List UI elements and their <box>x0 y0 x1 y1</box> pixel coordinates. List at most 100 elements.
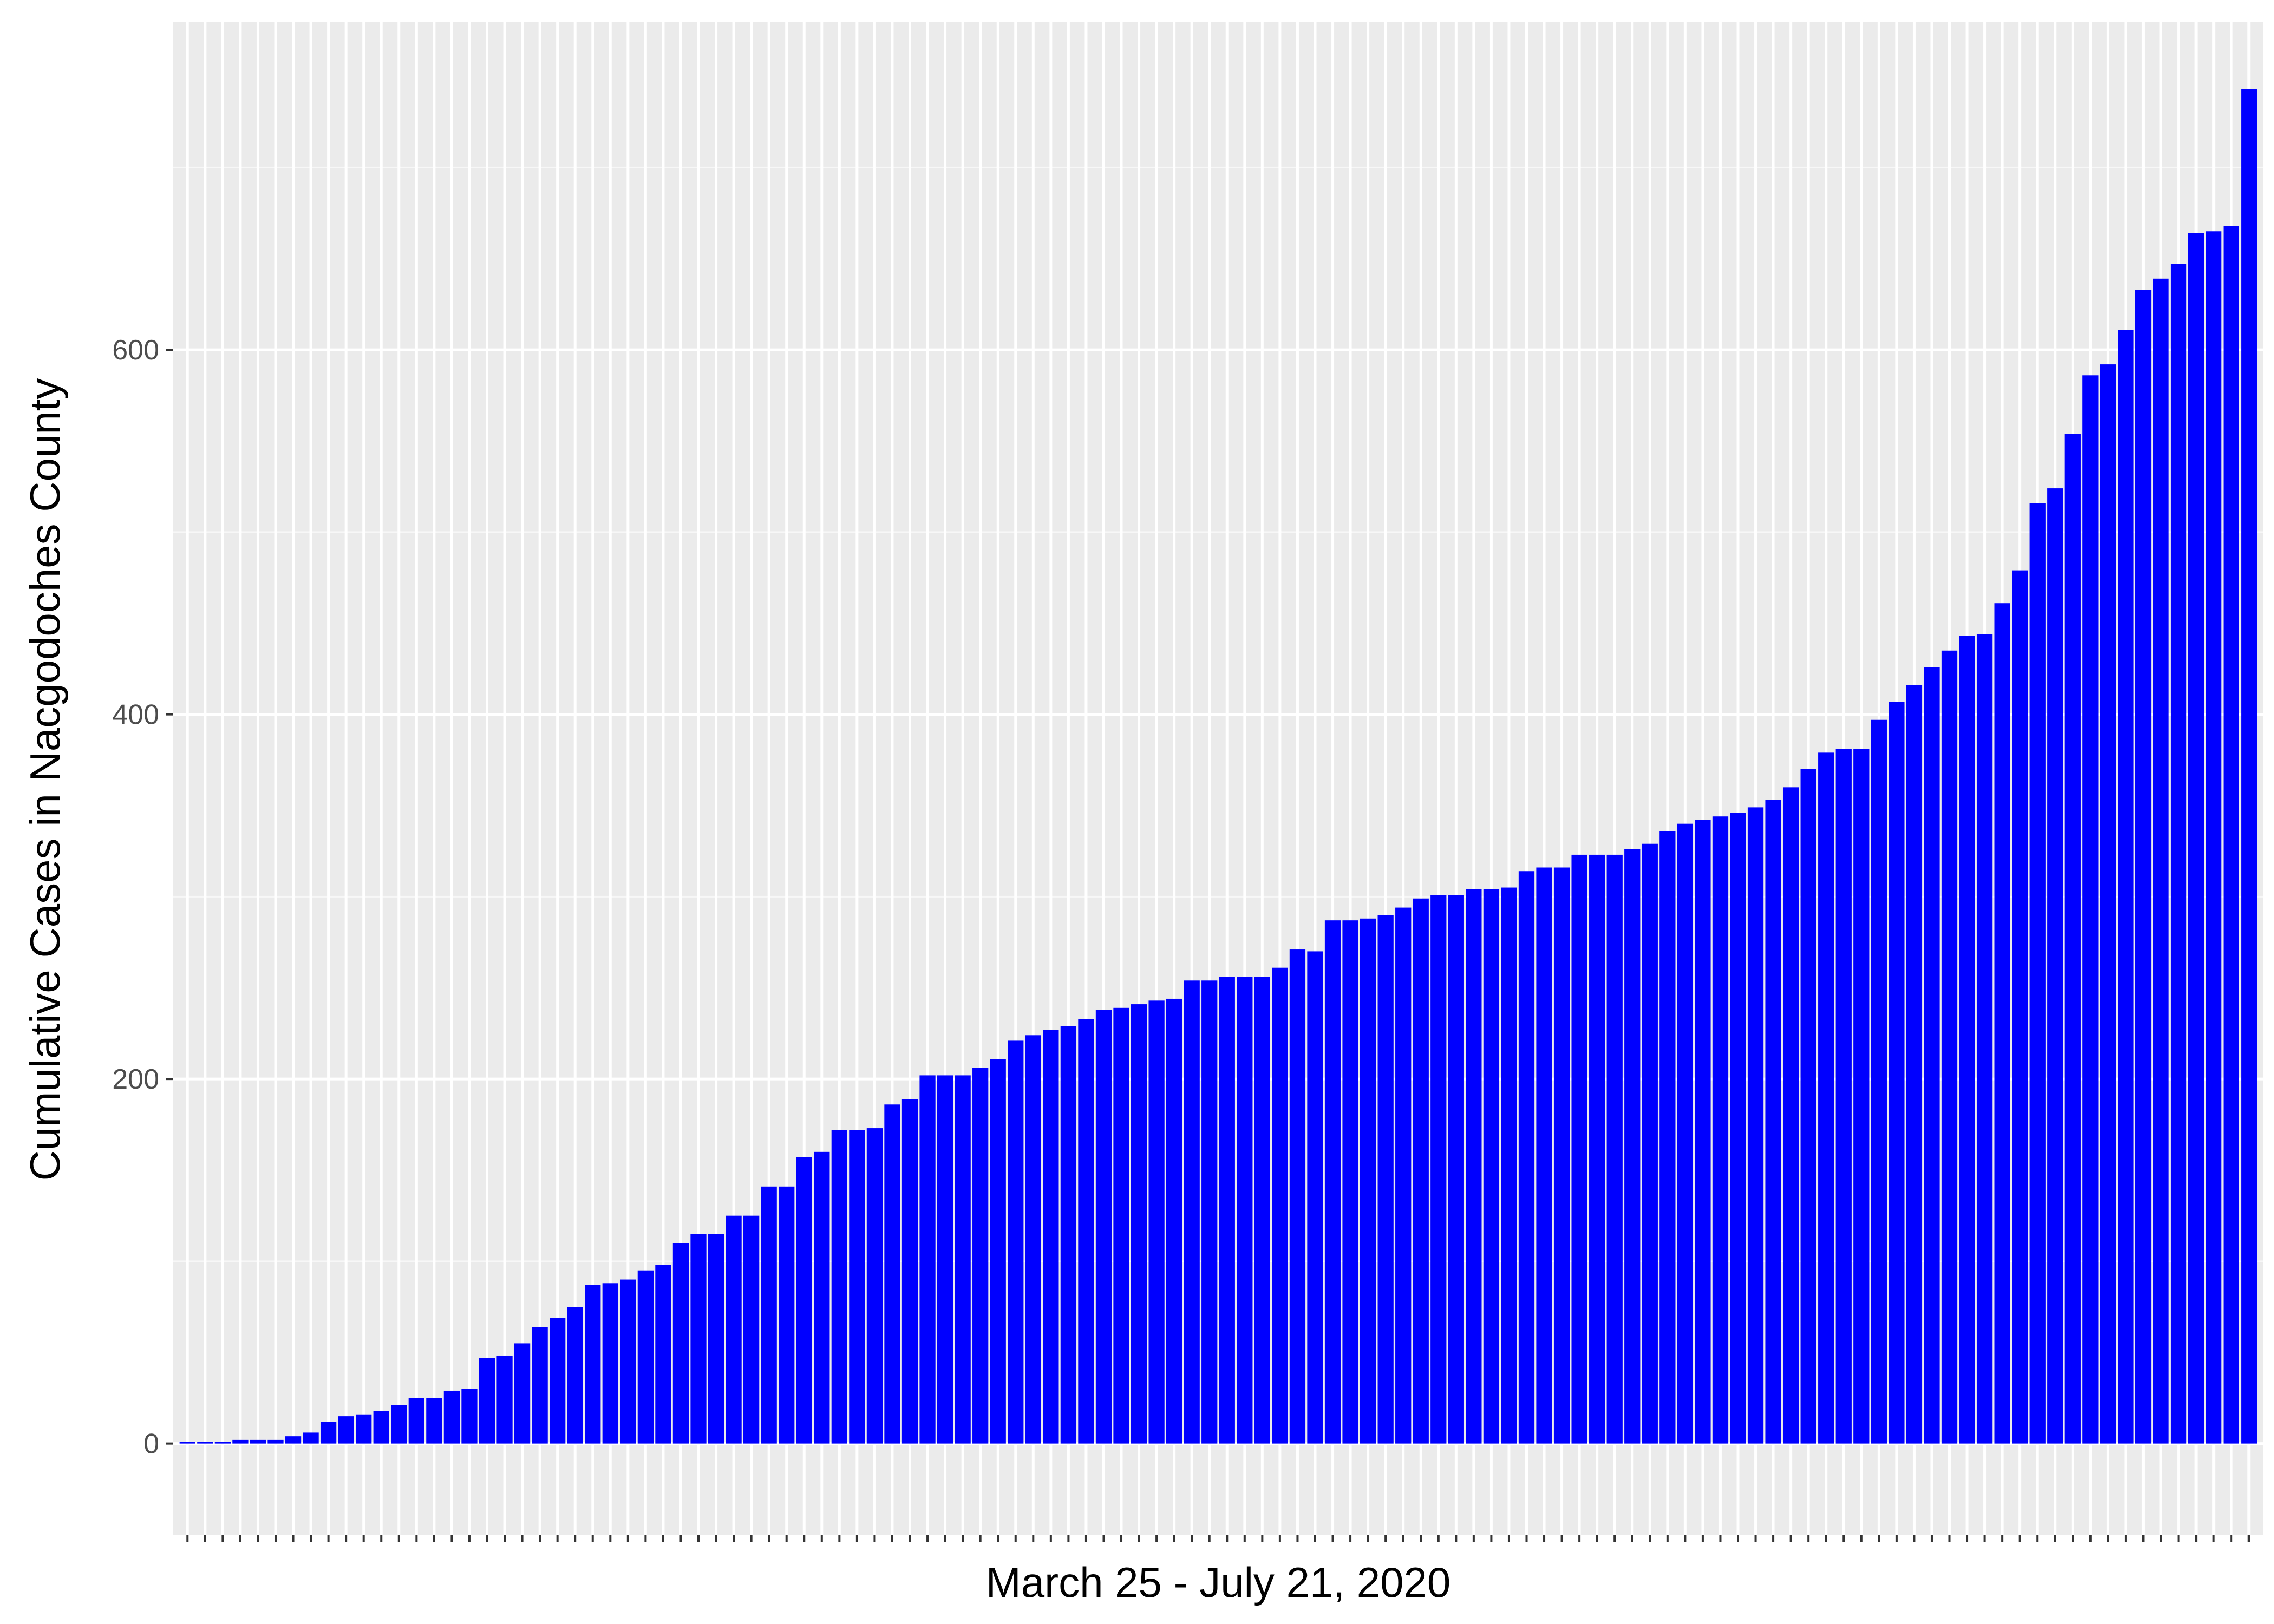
bar <box>1677 823 1694 1444</box>
bar <box>2082 375 2099 1444</box>
bar <box>1730 813 1746 1444</box>
bar <box>866 1128 883 1444</box>
bar <box>2223 226 2239 1444</box>
bar <box>1712 816 1729 1444</box>
bar <box>1976 634 1993 1444</box>
bar <box>2241 89 2257 1444</box>
bar <box>585 1285 601 1444</box>
bar <box>1782 787 1799 1444</box>
y-axis-title: Cumulative Cases in Nacgodoches County <box>21 378 69 1181</box>
bar <box>602 1283 618 1444</box>
bar <box>2100 364 2116 1444</box>
bar <box>1571 854 1587 1444</box>
bar <box>849 1130 865 1444</box>
bar <box>285 1436 302 1444</box>
bar <box>1078 1019 1094 1444</box>
bar <box>2012 570 2028 1444</box>
bar <box>197 1442 213 1444</box>
bar <box>232 1439 249 1444</box>
bar <box>990 1059 1006 1444</box>
bar <box>919 1075 936 1444</box>
bar <box>1466 889 1482 1444</box>
bar <box>796 1157 812 1444</box>
bar <box>690 1234 707 1444</box>
bar <box>1166 998 1182 1444</box>
bar <box>1871 719 1887 1444</box>
bar <box>1695 820 1711 1444</box>
bar <box>496 1355 513 1444</box>
bar <box>179 1442 195 1444</box>
y-tick-label: 200 <box>112 1064 159 1095</box>
y-tick-label: 600 <box>112 335 159 366</box>
bar <box>1800 769 1816 1444</box>
bar <box>1835 749 1852 1444</box>
bar <box>514 1343 531 1444</box>
bar <box>901 1099 918 1444</box>
bar <box>1536 867 1552 1444</box>
bar <box>1237 977 1253 1444</box>
bar <box>708 1234 724 1444</box>
bar <box>550 1318 566 1444</box>
bar <box>1642 843 1658 1444</box>
bar <box>303 1432 319 1444</box>
bar <box>391 1405 407 1444</box>
bar <box>1994 603 2010 1444</box>
bar <box>1324 920 1341 1444</box>
bar <box>1959 636 1975 1444</box>
y-tick-label: 400 <box>112 699 159 731</box>
bar <box>479 1358 495 1444</box>
bar <box>2170 264 2187 1444</box>
bar <box>1624 849 1641 1444</box>
bar <box>2153 278 2169 1444</box>
bar <box>884 1104 900 1444</box>
bar <box>672 1243 689 1444</box>
bar <box>2188 233 2204 1444</box>
bar <box>320 1422 337 1444</box>
bar <box>1659 831 1676 1444</box>
bar <box>831 1130 847 1444</box>
bar <box>1307 951 1323 1444</box>
bar <box>1906 685 1923 1444</box>
bar <box>408 1398 424 1444</box>
bar <box>2047 488 2063 1444</box>
bar <box>532 1327 548 1444</box>
bar <box>637 1270 654 1444</box>
bar <box>443 1390 460 1444</box>
bar <box>1448 895 1464 1444</box>
bar <box>461 1389 478 1444</box>
bar <box>1518 871 1535 1444</box>
bar <box>1219 977 1235 1444</box>
bar <box>1941 650 1958 1444</box>
bar <box>1254 977 1270 1444</box>
bar <box>1043 1030 1059 1444</box>
bar <box>1483 889 1500 1444</box>
bar <box>267 1439 284 1444</box>
bar <box>1589 854 1605 1444</box>
bar <box>1818 752 1834 1444</box>
bar <box>567 1307 583 1444</box>
bar <box>1184 980 1200 1444</box>
bar <box>1377 915 1394 1444</box>
bar <box>1060 1026 1077 1444</box>
bar <box>250 1439 266 1444</box>
bar <box>955 1075 971 1444</box>
bar <box>2206 231 2222 1444</box>
bar <box>726 1215 742 1444</box>
y-tick-label: 0 <box>143 1429 159 1460</box>
bar <box>1148 1000 1165 1444</box>
bar <box>1131 1004 1147 1444</box>
bar <box>1113 1007 1129 1444</box>
bar <box>2029 503 2046 1444</box>
bar <box>1342 920 1358 1444</box>
bar <box>214 1442 231 1444</box>
bar <box>1395 907 1412 1444</box>
bar <box>1553 867 1570 1444</box>
bar <box>1853 749 1870 1444</box>
bar <box>1360 918 1376 1444</box>
bar <box>1501 887 1517 1444</box>
bar <box>338 1416 354 1444</box>
bar <box>426 1398 442 1444</box>
bar <box>1201 980 1218 1444</box>
axes: 0 200 400 600 <box>112 335 2250 1542</box>
